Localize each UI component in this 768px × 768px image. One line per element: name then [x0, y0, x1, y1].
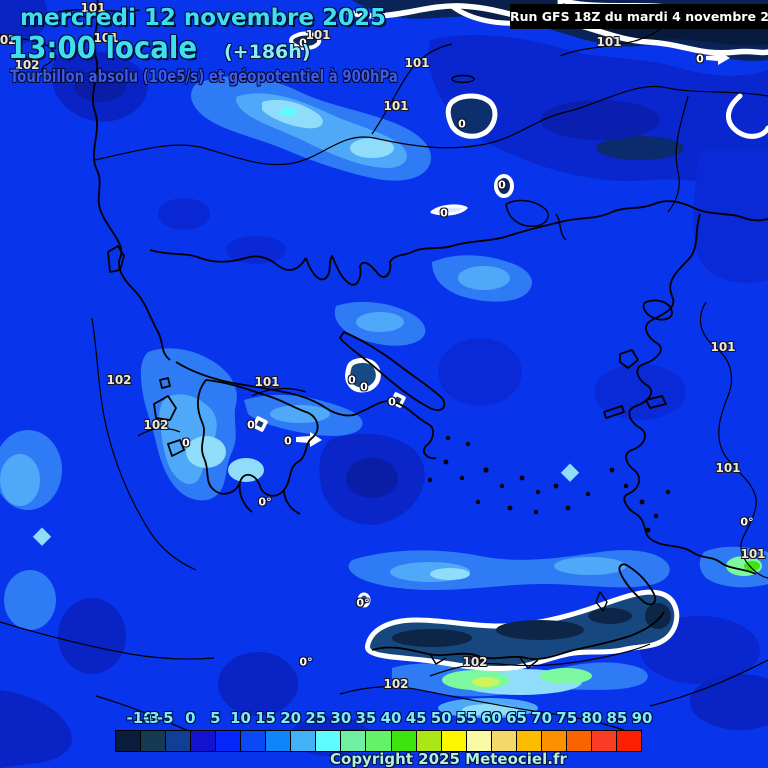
scale-tick-label: -3: [143, 709, 160, 727]
geopotential-contours: [0, 9, 768, 741]
zero-line-label: 0: [440, 206, 448, 220]
geopotential-label: 102: [0, 33, 17, 47]
scale-color-cell: [590, 730, 617, 752]
parameter-title: Tourbillon absolu (10e5/s) et géopotenti…: [10, 67, 398, 87]
geopotential-label: 101: [404, 56, 430, 70]
scale-color-cell: [190, 730, 217, 752]
scale-color-cell: [240, 730, 267, 752]
geopotential-label: 102: [462, 655, 488, 669]
geopotential-label: 101: [740, 547, 766, 561]
zero-line-label: 0°: [258, 495, 272, 509]
zero-line-label: 0: [388, 395, 396, 409]
copyright-text: Copyright 2025 Meteociel.fr: [330, 750, 567, 768]
scale-color-cell: [540, 730, 567, 752]
zero-line-label: 0: [498, 178, 506, 192]
scale-color-cell: [365, 730, 392, 752]
island-dots: [427, 435, 671, 533]
scale-tick-label: 0: [185, 709, 196, 727]
scale-color-cell: [515, 730, 542, 752]
zero-line-label: 0: [458, 117, 466, 131]
scale-color-cell: [115, 730, 142, 752]
geopotential-label: 101: [596, 35, 622, 49]
scale-tick-label: 30: [330, 709, 352, 727]
zero-line-label: 0: [247, 418, 255, 432]
geopotential-label: 101: [305, 28, 331, 42]
scale-color-cell: [390, 730, 417, 752]
scale-color-cell: [565, 730, 592, 752]
scale-color-cell: [465, 730, 492, 752]
color-scale-bar: [115, 730, 642, 752]
zero-line-label: 0°: [740, 515, 754, 529]
scale-color-cell: [290, 730, 317, 752]
forecast-offset: (+186h): [224, 41, 311, 63]
scale-tick-label: -10: [126, 709, 154, 727]
geopotential-label: 101: [383, 99, 409, 113]
zero-line-label: 0: [348, 373, 356, 387]
scale-tick-label: 40: [380, 709, 402, 727]
scale-color-cell: [615, 730, 642, 752]
scale-tick-label: 75: [556, 709, 578, 727]
scale-tick-label: -5: [156, 709, 174, 727]
scale-tick-label: 50: [430, 709, 452, 727]
scale-tick-label: 25: [305, 709, 327, 727]
geopotential-label: 102: [106, 373, 132, 387]
scale-tick-label: 15: [255, 709, 276, 727]
scale-color-cell: [265, 730, 292, 752]
scale-tick-label: 60: [480, 709, 502, 727]
zero-line-label: 0: [360, 380, 368, 394]
scale-tick-label: 80: [581, 709, 603, 727]
scale-tick-label: 55: [455, 709, 477, 727]
scale-tick-label: 5: [210, 709, 221, 727]
geopotential-label: 101: [254, 375, 280, 389]
scale-tick-label: 70: [531, 709, 553, 727]
zero-arrow-icon: [706, 51, 730, 65]
geopotential-label: 101: [710, 340, 736, 354]
geopotential-label: 102: [14, 58, 40, 72]
scale-tick-label: 20: [280, 709, 302, 727]
scale-color-cell: [165, 730, 192, 752]
zero-line-label: 0: [182, 436, 190, 450]
geopotential-label: 101: [80, 1, 106, 15]
model-run-box: Run GFS 18Z du mardi 4 novembre 2025: [510, 4, 768, 29]
zero-line-label: 0°: [356, 596, 370, 610]
scale-tick-label: 45: [405, 709, 427, 727]
scale-color-cell: [415, 730, 442, 752]
zero-line-label: 0: [696, 52, 704, 66]
coastlines: [92, 0, 768, 669]
zero-line-label: 0: [299, 36, 307, 50]
scale-tick-label: 85: [606, 709, 628, 727]
scale-color-cell: [340, 730, 367, 752]
scale-tick-label: 10: [230, 709, 251, 727]
forecast-date: mercredi 12 novembre 2025: [20, 5, 387, 31]
scale-color-cell: [315, 730, 342, 752]
scale-color-cell: [140, 730, 167, 752]
scale-color-cell: [215, 730, 242, 752]
scale-tick-label: 35: [355, 709, 377, 727]
geopotential-label: 102: [143, 418, 169, 432]
scale-tick-labels: -10 -3 -5 0 5 10 15 20 25 30 35 40 45 50 55 60 65 70 75 80 8…: [115, 709, 653, 727]
forecast-time: 13:00 locale: [8, 31, 198, 66]
geopotential-label: 101: [93, 31, 119, 45]
zero-line-label: 0: [284, 434, 292, 448]
scale-color-cell: [440, 730, 467, 752]
geopotential-label: 101: [715, 461, 741, 475]
scale-tick-label: 90: [631, 709, 653, 727]
scale-tick-label: 65: [506, 709, 527, 727]
scale-color-cell: [490, 730, 517, 752]
zero-line-label: 0°: [299, 655, 313, 669]
geopotential-label: 102: [383, 677, 409, 691]
